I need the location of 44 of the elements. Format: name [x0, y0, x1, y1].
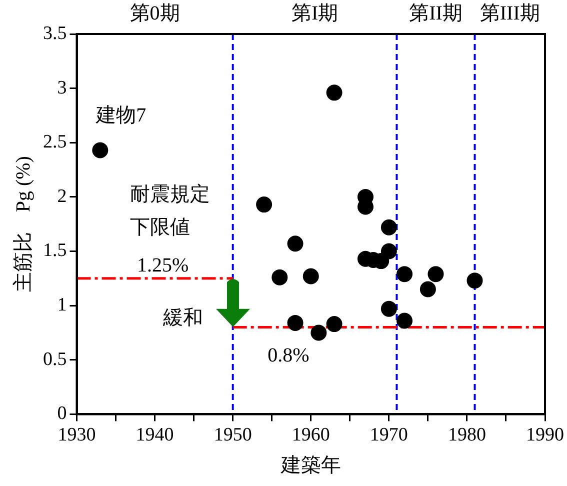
- point: [380, 300, 397, 317]
- x-tick-label: 1990: [526, 424, 564, 446]
- y-tick-label: 0: [57, 403, 67, 424]
- text: 第II期: [409, 2, 462, 24]
- y-tick-label: 3.5: [43, 22, 67, 44]
- x-tick-label: 1930: [58, 424, 96, 446]
- y-tick-label: 2.5: [43, 132, 67, 153]
- y-tick-label: 1.5: [43, 240, 67, 262]
- annotation: 緩和: [162, 306, 203, 329]
- x-axis-title: 建築年: [280, 454, 341, 476]
- point: [256, 196, 272, 213]
- point: [326, 84, 342, 101]
- x-tick-label: 1960: [292, 424, 330, 446]
- point: [302, 268, 319, 284]
- y-tick-label: 1: [57, 294, 67, 316]
- point: [396, 266, 413, 282]
- annotation: 1.25%: [136, 254, 189, 277]
- point: [466, 272, 483, 289]
- point: [92, 142, 108, 158]
- point: [380, 243, 397, 260]
- x-tick-label: 1970: [370, 424, 408, 446]
- y-axis-title: 主筋比 Pg (%): [11, 156, 34, 292]
- point: [272, 269, 288, 286]
- text: 第I期: [291, 2, 338, 24]
- annotation: 耐震規定: [130, 183, 210, 206]
- point: [428, 266, 444, 282]
- annotation: 下限値: [130, 216, 190, 238]
- y-tick-label: 3: [57, 77, 67, 98]
- x-tick-label: 1950: [214, 424, 252, 446]
- annotation: 0.8%: [268, 344, 310, 367]
- point: [310, 324, 327, 341]
- point: [380, 219, 397, 236]
- y-tick-label: 0.5: [43, 348, 67, 370]
- point: [326, 316, 342, 332]
- point: [396, 312, 413, 329]
- point: [287, 236, 304, 252]
- point: [287, 314, 304, 331]
- text: 第0期: [130, 2, 180, 24]
- point: [420, 281, 436, 298]
- y-tick-label: 2: [57, 186, 67, 207]
- annotation: 建物7: [95, 104, 146, 126]
- text: 第III期: [480, 2, 540, 24]
- x-tick-label: 1940: [136, 424, 174, 446]
- x-tick-label: 1980: [448, 424, 486, 446]
